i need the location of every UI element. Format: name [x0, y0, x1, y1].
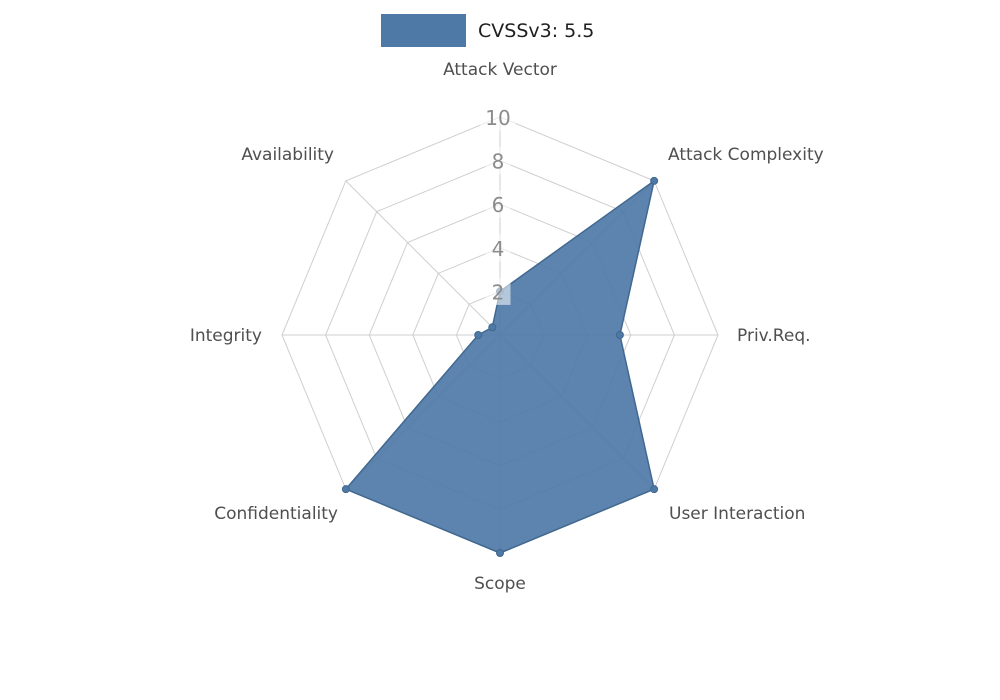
axis-label-availability: Availability: [241, 145, 334, 165]
axis-label-scope: Scope: [474, 574, 526, 594]
tick-label: 8: [492, 150, 505, 174]
axis-label-confidentiality: Confidentiality: [214, 504, 338, 524]
tick-label: 2: [492, 280, 505, 304]
tick-label: 6: [492, 193, 505, 217]
axis-label-attack-complexity: Attack Complexity: [668, 145, 824, 165]
data-point: [650, 485, 659, 494]
axis-label-integrity: Integrity: [190, 326, 262, 346]
legend-swatch: [381, 14, 466, 47]
axis-label-user-interaction: User Interaction: [669, 504, 805, 524]
tick-label-box: [480, 103, 516, 131]
data-point: [488, 323, 497, 332]
tick-label: 10: [485, 106, 510, 130]
tick-label-box: [485, 234, 511, 262]
tick-label: 4: [492, 237, 505, 261]
data-point: [615, 331, 624, 339]
tick-label-box: [485, 147, 511, 175]
legend-label: CVSSv3: 5.5: [478, 19, 595, 42]
legend: CVSSv3: 5.5: [381, 14, 594, 47]
tick-label-box: [485, 277, 511, 305]
tick-label-box: [485, 190, 511, 218]
axis-label-attack-vector: Attack Vector: [443, 60, 557, 80]
grid-spoke: [345, 180, 501, 336]
data-point: [341, 485, 350, 494]
data-point: [474, 331, 483, 339]
axis-label-priv-req: Priv.Req.: [737, 326, 811, 346]
data-point: [496, 549, 504, 557]
data-point: [650, 176, 659, 185]
